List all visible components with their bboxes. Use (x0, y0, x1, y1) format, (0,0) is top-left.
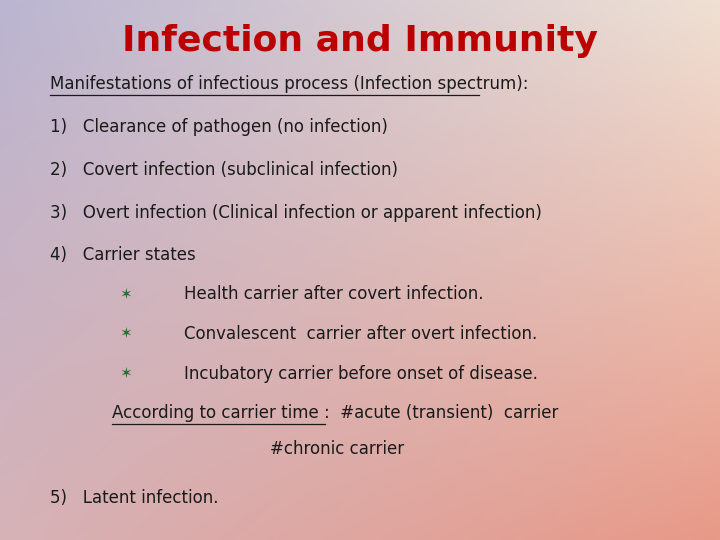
Text: #chronic carrier: #chronic carrier (270, 440, 404, 458)
Text: 1)   Clearance of pathogen (no infection): 1) Clearance of pathogen (no infection) (50, 118, 388, 136)
Text: Health carrier after covert infection.: Health carrier after covert infection. (184, 285, 483, 303)
Text: 3)   Overt infection (Clinical infection or apparent infection): 3) Overt infection (Clinical infection o… (50, 204, 542, 222)
Text: ✶: ✶ (120, 366, 132, 381)
Text: Infection and Immunity: Infection and Immunity (122, 24, 598, 57)
Text: ✶: ✶ (120, 287, 132, 302)
Text: 4)   Carrier states: 4) Carrier states (50, 246, 196, 264)
Text: Incubatory carrier before onset of disease.: Incubatory carrier before onset of disea… (184, 364, 537, 383)
Text: Manifestations of infectious process (Infection spectrum):: Manifestations of infectious process (In… (50, 75, 529, 93)
Text: According to carrier time :  #acute (transient)  carrier: According to carrier time : #acute (tran… (112, 404, 558, 422)
Text: ✶: ✶ (120, 326, 132, 341)
Text: 5)   Latent infection.: 5) Latent infection. (50, 489, 219, 507)
Text: Convalescent  carrier after overt infection.: Convalescent carrier after overt infecti… (184, 325, 537, 343)
Text: 2)   Covert infection (subclinical infection): 2) Covert infection (subclinical infecti… (50, 161, 398, 179)
